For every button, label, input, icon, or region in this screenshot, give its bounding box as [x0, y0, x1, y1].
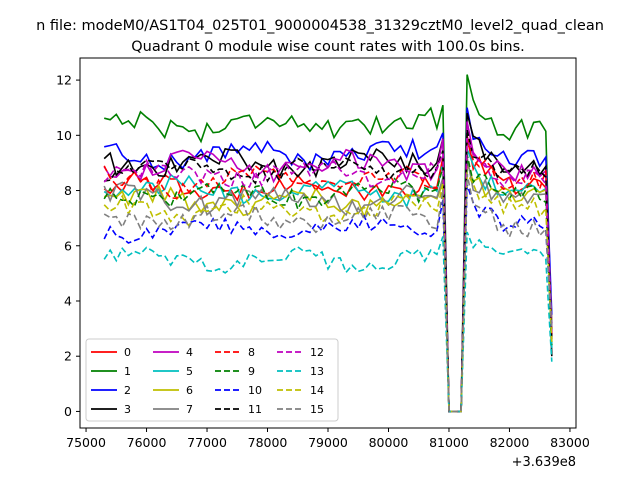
chart-title: Quadrant 0 module wise count rates with …: [131, 39, 525, 55]
legend-label-7: 7: [186, 403, 193, 416]
series-line-14: [103, 171, 553, 413]
series-line-9: [103, 154, 553, 413]
legend-box: [85, 338, 339, 422]
legend-label-15: 15: [310, 403, 324, 416]
x-offset-label: +3.639e8: [512, 455, 576, 470]
x-tick-label: 83000: [550, 435, 590, 450]
series-line-1: [104, 74, 553, 413]
legend-label-8: 8: [248, 346, 255, 359]
x-tick-label: 79000: [308, 435, 348, 450]
x-tick-label: 77000: [187, 435, 227, 450]
y-tick-label: 4: [64, 293, 72, 308]
legend-label-2: 2: [124, 384, 131, 397]
y-tick-label: 2: [64, 349, 72, 364]
series-layer: [103, 74, 553, 413]
legend-label-3: 3: [124, 403, 131, 416]
legend-label-4: 4: [186, 346, 193, 359]
series-line-6: [104, 162, 553, 413]
y-tick-label: 12: [56, 73, 72, 88]
x-tick-label: 81000: [429, 435, 469, 450]
legend-label-13: 13: [310, 365, 324, 378]
x-tick-label: 82000: [490, 435, 530, 450]
legend-label-14: 14: [310, 384, 324, 397]
series-line-12: [103, 137, 553, 413]
x-tick-label: 76000: [127, 435, 167, 450]
legend-label-1: 1: [124, 365, 131, 378]
legend-label-10: 10: [248, 384, 262, 397]
series-line-3: [103, 112, 553, 413]
x-tick-label: 80000: [369, 435, 409, 450]
series-line-10: [103, 184, 553, 413]
x-tick-label: 75000: [66, 435, 106, 450]
legend-label-0: 0: [124, 346, 131, 359]
legend-label-11: 11: [248, 403, 262, 416]
series-line-7: [103, 157, 553, 413]
legend-label-12: 12: [310, 346, 324, 359]
series-line-5: [103, 148, 553, 413]
axis-ticks: 75000 76000 77000 78000 79000 80000 81000 82000…: [56, 73, 590, 450]
legend-label-9: 9: [248, 365, 255, 378]
series-line-13: [103, 231, 553, 413]
y-tick-label: 6: [64, 238, 72, 253]
figure-suptitle: n file: modeM0/AS1T04_025T01_9000004538_…: [36, 18, 604, 34]
y-tick-label: 0: [64, 404, 72, 419]
y-tick-label: 8: [64, 183, 72, 198]
series-line-0: [103, 135, 553, 413]
series-line-8: [103, 140, 553, 413]
x-tick-label: 78000: [248, 435, 288, 450]
legend-label-5: 5: [186, 365, 193, 378]
series-line-15: [103, 173, 553, 413]
y-tick-label: 10: [56, 128, 72, 143]
legend-label-6: 6: [186, 384, 193, 397]
